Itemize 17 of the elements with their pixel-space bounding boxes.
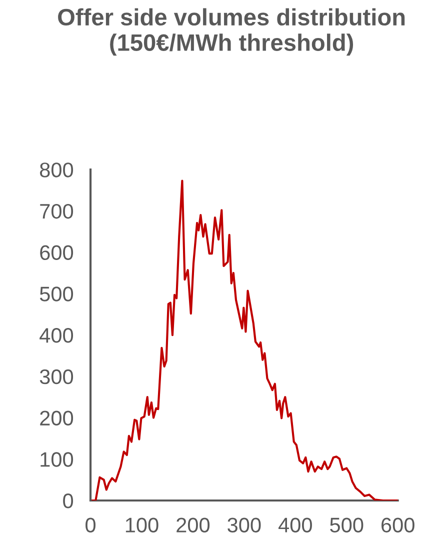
y-tick-label: 500 (40, 286, 74, 302)
y-tick-label: 0 (63, 494, 74, 508)
y-tick-label: 400 (40, 328, 74, 343)
chart-title: Offer side volumes distribution (150€/MWh threshold) (58, 8, 405, 56)
x-tick-label: 300 (228, 518, 261, 532)
x-tick-label: 0 (86, 518, 96, 532)
y-tick-label: 800 (40, 162, 74, 178)
y-tick-label: 100 (40, 452, 74, 467)
x-tick-label: 200 (176, 518, 210, 532)
y-tick-label: 600 (40, 245, 74, 260)
y-tick-label: 700 (40, 204, 74, 219)
y-tick-label: 200 (40, 410, 74, 426)
x-tick-label: 600 (382, 518, 414, 532)
x-tick-label: 400 (278, 518, 312, 532)
x-tick-label: 500 (330, 518, 364, 532)
y-tick-label: 300 (40, 369, 74, 384)
x-tick-label: 100 (126, 518, 158, 532)
